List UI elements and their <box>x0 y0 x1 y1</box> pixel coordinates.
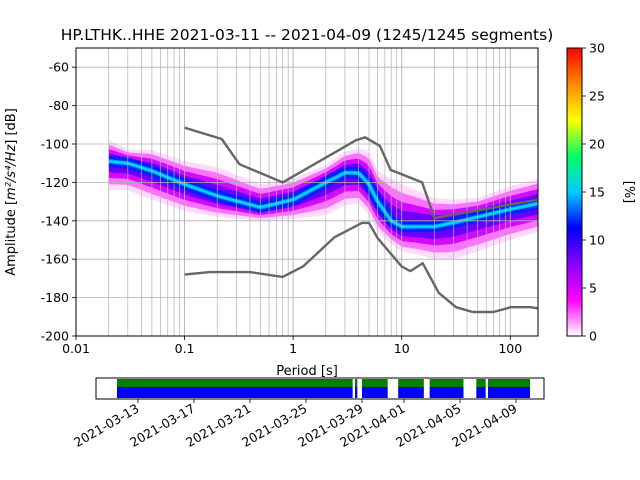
coverage-timeline: 2021-03-132021-03-172021-03-212021-03-25… <box>71 377 545 450</box>
coverage-segment-blue <box>117 387 353 398</box>
coverage-segment-green <box>476 379 486 387</box>
nhnm-curve <box>184 126 538 220</box>
coverage-segment-green <box>117 379 353 387</box>
chart-title: HP.LTHK..HHE 2021-03-11 -- 2021-04-09 (1… <box>61 26 554 44</box>
colorbar-tick-label: 25 <box>589 89 605 104</box>
coverage-segment-blue <box>476 387 486 398</box>
colorbar-label: [%] <box>621 181 636 204</box>
colorbar-tick-label: 30 <box>589 41 605 56</box>
x-tick-label: 0.01 <box>62 341 90 356</box>
x-tick-label: 10 <box>394 341 410 356</box>
coverage-segment-blue <box>362 387 388 398</box>
coverage-segment-green <box>488 379 530 387</box>
coverage-segment-blue <box>398 387 424 398</box>
coverage-segment-green <box>429 379 464 387</box>
grid <box>75 48 538 337</box>
colorbar: 0 5 10 15 20 25 30 [%] <box>566 41 636 344</box>
colorbar-gradient <box>566 47 583 337</box>
colorbar-tick-label: 20 <box>589 137 605 152</box>
y-tick-label: -100 <box>41 137 69 152</box>
ppsd-plot: 0.01 0.1 1 10 100 -200 -180 -160 -140 -120 -100 -8… <box>4 47 539 379</box>
x-tick-label: 0.1 <box>175 341 195 356</box>
coverage-segment-green <box>398 379 424 387</box>
y-tick-label: -120 <box>41 175 69 190</box>
y-tick-label: -80 <box>49 98 69 113</box>
colorbar-tick-label: 15 <box>589 185 605 200</box>
colorbar-tick-label: 0 <box>589 329 597 344</box>
y-tick-label: -140 <box>41 213 69 228</box>
coverage-segment-blue <box>488 387 530 398</box>
coverage-segment-green <box>362 379 388 387</box>
x-axis-label: Period [s] <box>276 364 338 379</box>
plot-frame <box>75 47 539 337</box>
colorbar-tick-label: 5 <box>589 281 597 296</box>
nlnm-curve <box>184 221 538 314</box>
y-tick-label: -180 <box>41 290 69 305</box>
y-axis: -200 -180 -160 -140 -120 -100 -80 -60 <box>41 60 76 344</box>
y-axis-label: Amplitude [m²/s⁴/Hz] [dB] <box>4 108 19 276</box>
y-tick-label: -60 <box>49 60 69 75</box>
ppsd-band-high <box>108 153 538 239</box>
y-tick-label: -160 <box>41 252 69 267</box>
y-tick-label: -200 <box>41 329 69 344</box>
coverage-segment-blue <box>355 387 358 398</box>
colorbar-tick-label: 10 <box>589 233 605 248</box>
coverage-segment-blue <box>429 387 464 398</box>
x-tick-label: 100 <box>498 341 522 356</box>
x-tick-label: 1 <box>289 341 297 356</box>
x-axis: 0.01 0.1 1 10 100 <box>62 336 522 356</box>
coverage-segment-green <box>355 379 358 387</box>
